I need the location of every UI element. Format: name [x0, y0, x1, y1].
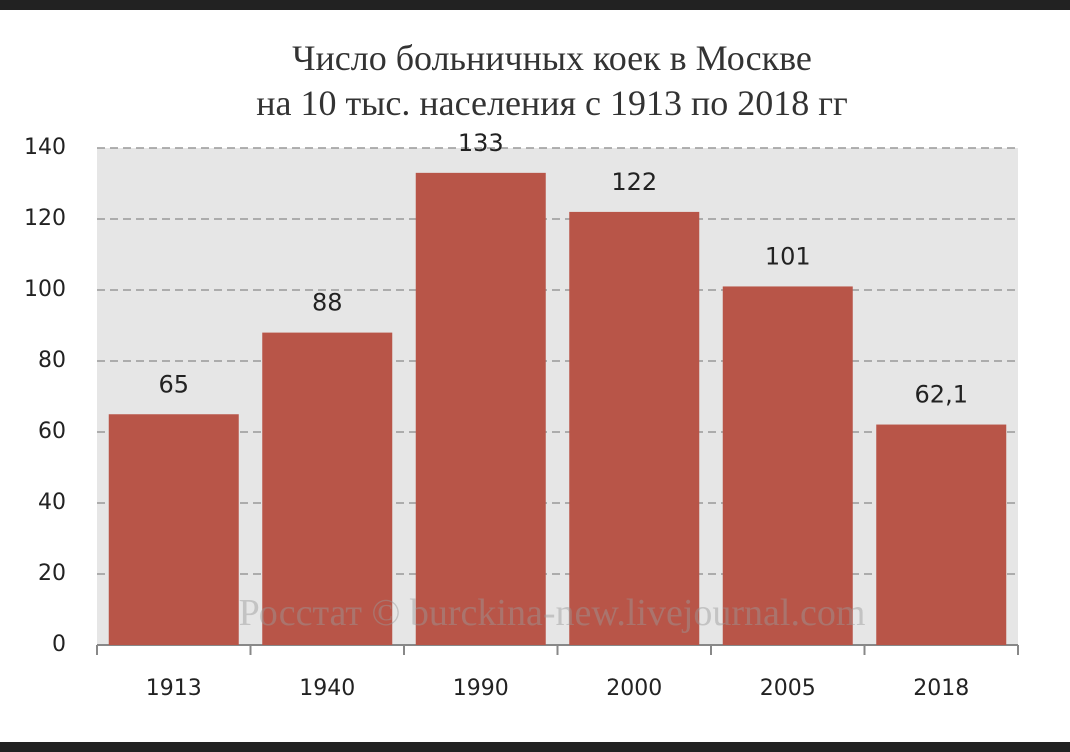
x-tick-label: 2018 [913, 676, 969, 701]
value-label: 62,1 [915, 381, 968, 409]
y-tick-label: 80 [38, 348, 66, 373]
chart-title: Число больничных коек в Москве [292, 38, 812, 78]
plot: 0 20 40 60 80 100 120 140 1913 65 1940 88 1990 133 200… [24, 129, 1019, 701]
y-tick-label: 0 [52, 632, 66, 657]
bar [876, 424, 1007, 645]
x-tick-label: 1940 [299, 676, 355, 701]
x-tick-label: 1913 [146, 676, 202, 701]
y-tick-label: 140 [24, 135, 66, 160]
y-tick-label: 60 [38, 419, 66, 444]
bottom-strip [0, 742, 1070, 752]
value-label: 101 [765, 242, 811, 270]
plot-area [97, 148, 1018, 645]
watermark: Росстат © burckina-new.livejournal.com [239, 592, 866, 634]
top-strip [0, 0, 1070, 10]
bar [569, 211, 700, 645]
y-tick-label: 100 [24, 277, 66, 302]
y-tick-label: 40 [38, 490, 66, 515]
bar [262, 332, 393, 645]
value-label: 133 [458, 129, 504, 157]
x-tick-label: 1990 [453, 676, 509, 701]
bar [415, 172, 546, 645]
x-tick-label: 2005 [760, 676, 816, 701]
bar [722, 286, 853, 645]
x-tick-label: 2000 [606, 676, 662, 701]
y-tick-label: 20 [38, 561, 66, 586]
y-tick-label: 120 [24, 206, 66, 231]
bar [108, 414, 239, 645]
value-label: 65 [158, 370, 189, 398]
value-label: 88 [312, 289, 343, 317]
chart-title: на 10 тыс. населения с 1913 по 2018 гг [256, 83, 848, 123]
value-label: 122 [611, 168, 657, 196]
